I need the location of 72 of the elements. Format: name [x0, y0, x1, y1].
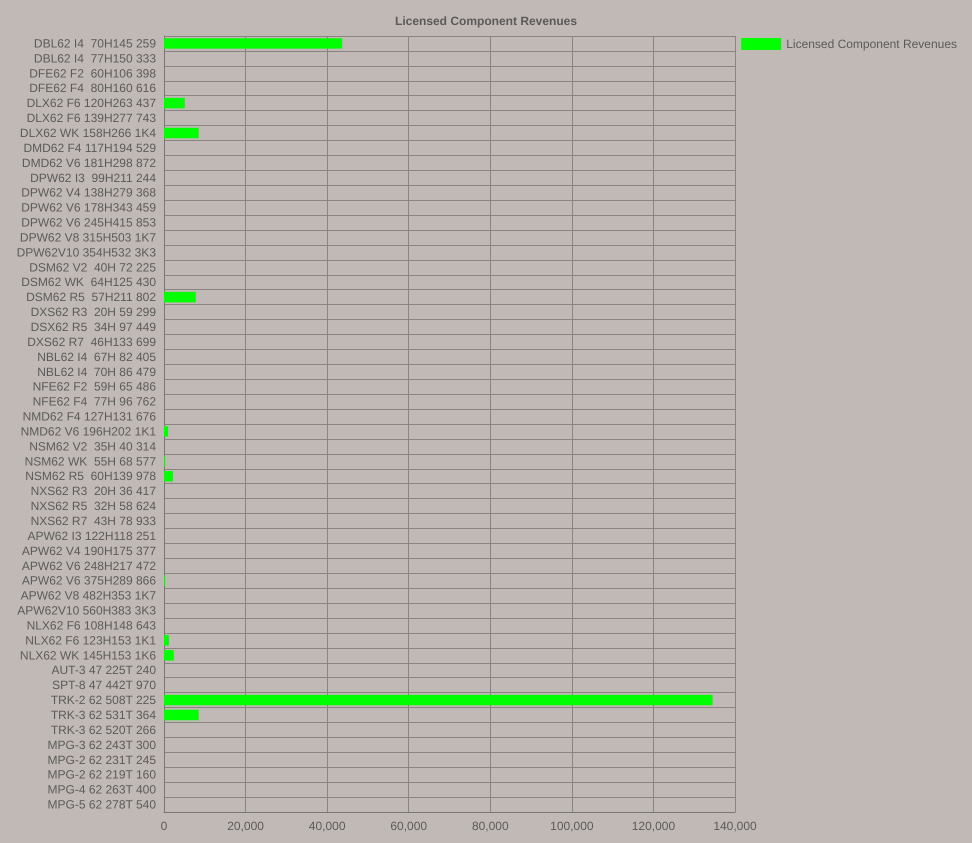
y-tick-label: DPW62 V6 245H415 853 — [21, 216, 156, 230]
y-tick-label: DSX62 R5 34H 97 449 — [30, 320, 156, 334]
y-tick-label: MPG-5 62 278T 540 — [47, 798, 156, 812]
y-tick-label: DLX62 F6 120H263 437 — [26, 96, 156, 110]
legend-label: Licensed Component Revenues — [786, 37, 958, 51]
bar — [164, 694, 713, 706]
y-tick-label: NFE62 F4 77H 96 762 — [32, 394, 156, 409]
y-tick-label: DBL62 I4 77H150 333 — [34, 51, 156, 66]
y-tick-label: DSM62 R5 57H211 802 — [26, 290, 156, 304]
y-tick-label: NLX62 F6 123H153 1K1 — [25, 633, 156, 648]
bar — [164, 471, 173, 482]
y-tick-label: DFE62 F2 60H106 398 — [29, 66, 156, 80]
x-tick-label: 20,000 — [227, 819, 264, 833]
y-tick-label: APW62 V4 190H175 377 — [22, 544, 156, 558]
y-tick-label: NMD62 F4 127H131 676 — [22, 410, 156, 424]
y-tick-label: NSM62 R5 60H139 978 — [25, 469, 156, 484]
y-tick-label: DPW62V10 354H532 3K3 — [16, 245, 156, 260]
chart-title: Licensed Component Revenues — [394, 14, 578, 28]
y-tick-label: MPG-4 62 263T 400 — [47, 782, 156, 797]
y-tick-label: APW62 V8 482H353 1K7 — [20, 588, 156, 603]
bar — [164, 292, 196, 302]
y-tick-label: DSM62 WK 64H125 430 — [21, 275, 156, 290]
y-tick-label: NBL62 I4 67H 82 405 — [37, 350, 156, 364]
y-tick-label: DXS62 R7 46H133 699 — [27, 334, 156, 349]
y-tick-label: NMD62 V6 196H202 1K1 — [20, 424, 156, 438]
bar — [164, 426, 168, 437]
bar — [164, 128, 199, 138]
y-tick-label: AUT-3 47 225T 240 — [51, 663, 156, 678]
x-tick-label: 40,000 — [308, 819, 346, 833]
y-tick-label: NXS62 R5 32H 58 624 — [30, 499, 156, 514]
y-tick-label: MPG-2 62 231T 245 — [47, 752, 156, 767]
y-tick-label: TRK-3 62 531T 364 — [50, 708, 156, 722]
x-tick-label: 60,000 — [390, 819, 428, 833]
y-tick-label: APW62 V6 375H289 866 — [22, 574, 156, 588]
bar — [164, 710, 199, 720]
y-tick-label: DMD62 V6 181H298 872 — [22, 156, 156, 170]
y-tick-label: NXS62 R3 20H 36 417 — [30, 484, 156, 498]
x-tick-label: 0 — [160, 819, 168, 833]
bar — [164, 98, 185, 108]
y-tick-label: DPW62 I3 99H211 244 — [30, 170, 156, 185]
y-tick-label: TRK-2 62 508T 225 — [50, 693, 156, 708]
y-tick-label: MPG-3 62 243T 300 — [47, 738, 156, 752]
bar — [164, 635, 169, 646]
y-tick-label: DPW62 V4 138H279 368 — [21, 186, 156, 200]
y-tick-label: NLX62 WK 145H153 1K6 — [20, 648, 156, 662]
y-tick-label: DBL62 I4 70H145 259 — [34, 36, 156, 50]
y-tick-label: NFE62 F2 59H 65 486 — [32, 380, 156, 394]
x-tick-label: 140,000 — [713, 819, 758, 833]
y-tick-label: SPT-8 47 442T 970 — [52, 678, 156, 692]
y-tick-label: DXS62 R3 20H 59 299 — [30, 305, 156, 320]
y-tick-label: NXS62 R7 43H 78 933 — [30, 514, 156, 528]
y-tick-label: DLX62 WK 158H266 1K4 — [20, 126, 156, 140]
y-tick-label: NSM62 V2 35H 40 314 — [29, 439, 156, 454]
y-tick-label: MPG-2 62 219T 160 — [47, 768, 156, 782]
y-tick-label: DPW62 V6 178H343 459 — [21, 200, 156, 215]
y-tick-label: DPW62 V8 315H503 1K7 — [20, 230, 156, 244]
y-tick-label: DMD62 F4 117H194 529 — [23, 140, 156, 155]
y-tick-label: DFE62 F4 80H160 616 — [29, 81, 156, 96]
y-tick-label: APW62 I3 122H118 251 — [27, 528, 156, 543]
x-tick-label: 100,000 — [550, 819, 594, 833]
bar — [164, 38, 342, 49]
y-tick-label: NLX62 F6 108H148 643 — [26, 618, 156, 632]
bar — [164, 650, 174, 661]
x-tick-label: 80,000 — [472, 819, 509, 833]
y-tick-label: DLX62 F6 139H277 743 — [26, 111, 156, 126]
y-tick-label: NBL62 I4 70H 86 479 — [37, 364, 156, 379]
y-tick-label: APW62 V6 248H217 472 — [22, 558, 156, 573]
y-tick-label: TRK-3 62 520T 266 — [50, 722, 156, 737]
y-tick-label: DSM62 V2 40H 72 225 — [29, 260, 156, 274]
x-tick-label: 120,000 — [632, 819, 676, 833]
y-tick-label: APW62V10 560H383 3K3 — [17, 604, 156, 618]
y-tick-label: NSM62 WK 55H 68 577 — [24, 454, 156, 468]
